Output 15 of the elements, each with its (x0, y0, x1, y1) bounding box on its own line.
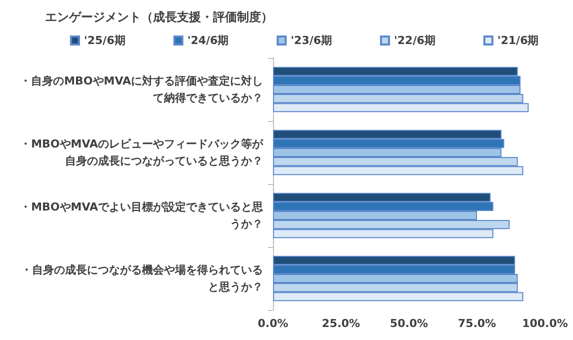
y-tick-label: ・自身のMBOやMVAに対する評価や査定に対して納得できているか？ (20, 74, 263, 104)
text: エンゲージメント（成長支援・評価制度） (45, 10, 273, 24)
x-tick-label: 100.0% (522, 317, 568, 330)
x-tick-label: 25.0% (322, 317, 360, 330)
legend-label: '23/6期 (290, 34, 332, 47)
legend-label: '21/6期 (497, 34, 539, 47)
y-tick-label: ・MBOやMVAでよい目標が設定できていると思うか？ (20, 200, 263, 230)
x-tick-label: 0.0% (258, 317, 288, 330)
x-tick-label: 50.0% (390, 317, 428, 330)
y-tick-label: ・自身の成長につながる機会や場を得られていると思うか？ (21, 264, 263, 294)
y-tick-label: ・MBOやMVAのレビューやフィードバック等が自身の成長につながっていると思うか？ (20, 138, 264, 168)
legend-label: '25/6期 (84, 34, 126, 47)
x-tick-label: 75.0% (458, 317, 496, 330)
legend-label: '22/6期 (394, 34, 436, 47)
legend-label: '24/6期 (187, 34, 229, 47)
